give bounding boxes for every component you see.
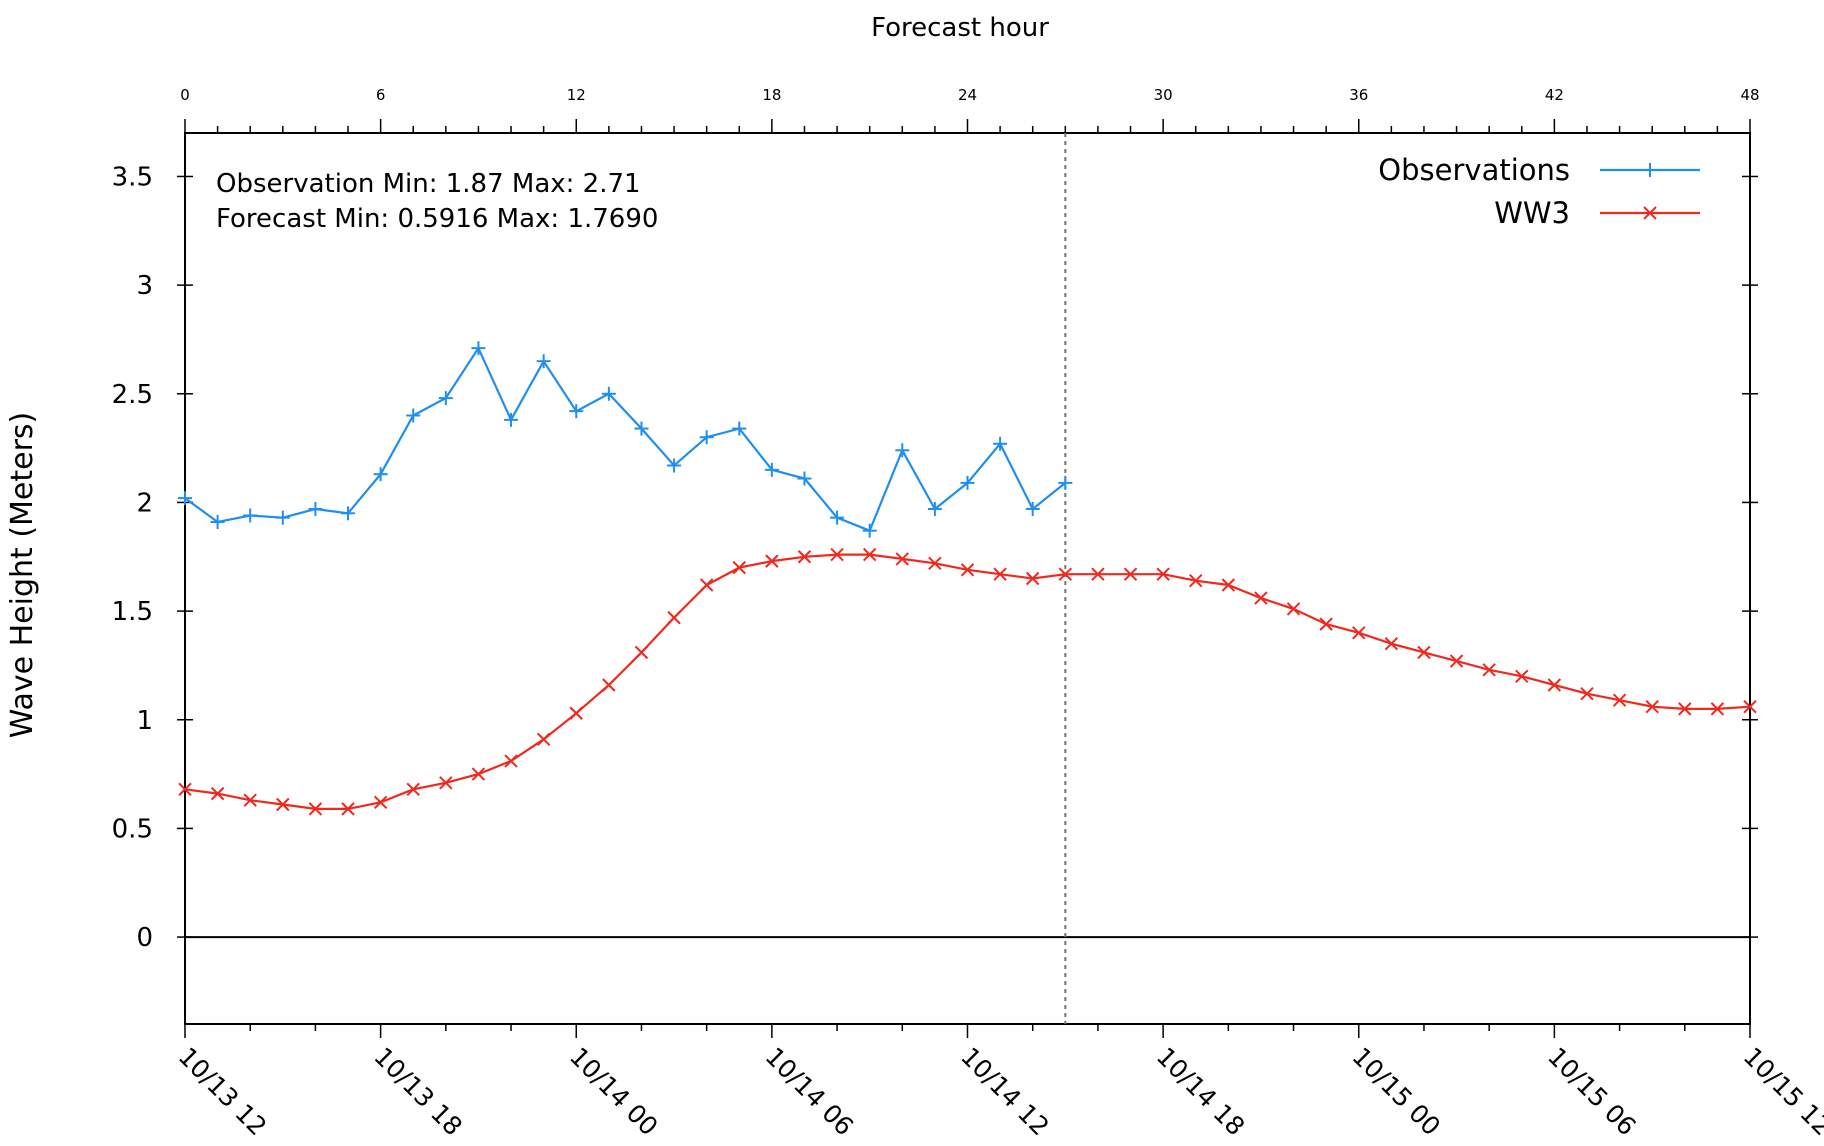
x-marker-b	[1710, 702, 1725, 716]
x-marker-b	[406, 782, 420, 797]
legend-label: WW3	[1494, 196, 1570, 230]
x-marker-b	[1026, 571, 1040, 586]
plot-frame	[184, 132, 1751, 1025]
top-tick-label: 36	[1349, 86, 1368, 104]
y-tick-label: 1.5	[112, 597, 153, 627]
x-marker-b	[1612, 693, 1627, 707]
y-tick-label: 2.5	[112, 380, 153, 410]
x-marker-b	[1515, 669, 1529, 683]
x-marker-b	[928, 556, 942, 570]
x-marker-b	[1123, 567, 1138, 581]
x-marker-b	[373, 795, 388, 810]
top-tick-label: 30	[1154, 86, 1173, 104]
x-tick-label: 10/13 12	[173, 1042, 273, 1142]
observation-stats: Observation Min: 1.87 Max: 2.71	[216, 169, 641, 199]
y-axis-label: Wave Height (Meters)	[5, 412, 40, 739]
x-marker-b	[504, 754, 518, 768]
x-marker-b	[1091, 567, 1105, 581]
x-marker-b	[732, 560, 746, 575]
y-tick-label: 1	[136, 706, 153, 736]
series-layer	[178, 341, 1757, 816]
legend-label: Observations	[1378, 153, 1570, 187]
x-marker-b	[569, 706, 583, 720]
x-tick-label: 10/13 18	[368, 1042, 468, 1142]
top-tick-label: 18	[762, 86, 781, 104]
x-marker-b	[471, 767, 486, 781]
x-marker-b	[862, 547, 877, 562]
x-marker-b	[1580, 686, 1594, 701]
y-tick-label: 3.5	[112, 162, 153, 192]
x-tick-label: 10/14 00	[564, 1042, 664, 1142]
x-marker-b	[1319, 617, 1333, 631]
legend: Observations WW3	[1378, 153, 1700, 230]
x-marker-b	[1678, 702, 1692, 716]
top-tick-label: 48	[1740, 86, 1759, 104]
x-marker-b	[1189, 573, 1203, 588]
x-marker-b	[993, 567, 1007, 581]
x-marker-b	[439, 776, 453, 790]
x-marker-b	[308, 802, 323, 816]
x-marker-b	[960, 563, 975, 577]
top-tick-label: 24	[958, 86, 977, 104]
x-marker-b	[1384, 636, 1399, 651]
x-marker-b	[1352, 626, 1366, 640]
x-marker-b	[210, 786, 225, 801]
x-marker-b	[1547, 678, 1562, 692]
x-marker-b	[1058, 567, 1073, 581]
y-tick-label: 2	[136, 488, 153, 518]
x-marker-b	[243, 793, 257, 807]
x-marker-b	[699, 578, 714, 592]
x-tick-label: 10/15 12	[1738, 1042, 1824, 1142]
forecast-stats: Forecast Min: 0.5916 Max: 1.7690	[216, 204, 658, 234]
top-tick-label: 42	[1545, 86, 1564, 104]
x-axis-ticks: 10/13 12 10/13 18 10/14 00 10/14 06 10/14 12…	[173, 1024, 1824, 1141]
top-tick-label: 6	[376, 86, 386, 104]
top-tick-label: 0	[180, 86, 190, 104]
x-tick-label: 10/15 06	[1542, 1042, 1642, 1142]
y-tick-label: 0	[136, 923, 153, 953]
x-marker-b	[1156, 567, 1170, 581]
top-axis-ticks: 0 6 12 18 24 30 36 42 48	[180, 86, 1760, 133]
x-marker-b	[178, 782, 192, 797]
x-marker-b	[276, 797, 290, 812]
x-marker-b	[1482, 663, 1496, 677]
x-marker-b	[536, 732, 551, 747]
x-marker-b	[1643, 206, 1657, 220]
x-marker-b	[602, 678, 616, 692]
x-marker-b	[1417, 645, 1431, 660]
x-marker-b	[1743, 700, 1757, 714]
plot-border	[184, 132, 1751, 1025]
x-marker-b	[667, 610, 681, 625]
x-tick-label: 10/14 06	[760, 1042, 860, 1142]
x-marker-b	[1449, 654, 1464, 668]
top-tick-label: 12	[567, 86, 586, 104]
x-tick-label: 10/14 12	[955, 1042, 1055, 1142]
x-marker-b	[634, 645, 649, 660]
y-tick-label: 0.5	[112, 814, 153, 844]
x-marker-b	[1645, 700, 1659, 714]
top-axis-title: Forecast hour	[871, 13, 1049, 43]
y-tick-label: 3	[136, 271, 153, 301]
series-ww3	[178, 547, 1757, 816]
x-marker-b	[341, 802, 355, 816]
x-marker-b	[1221, 578, 1236, 592]
x-marker-b	[1286, 602, 1301, 616]
x-marker-b	[1254, 591, 1268, 605]
series-line	[184, 345, 1066, 533]
x-tick-label: 10/14 18	[1151, 1042, 1251, 1142]
x-marker-b	[895, 552, 909, 566]
x-marker-b	[797, 550, 812, 564]
x-marker-b	[830, 547, 844, 562]
x-marker-b	[765, 554, 779, 568]
series-observations	[178, 341, 1073, 538]
y-axis-ticks: 0 0.5 1 1.5 2 2.5 3 3.5	[112, 162, 1758, 953]
x-tick-label: 10/15 00	[1347, 1042, 1447, 1142]
